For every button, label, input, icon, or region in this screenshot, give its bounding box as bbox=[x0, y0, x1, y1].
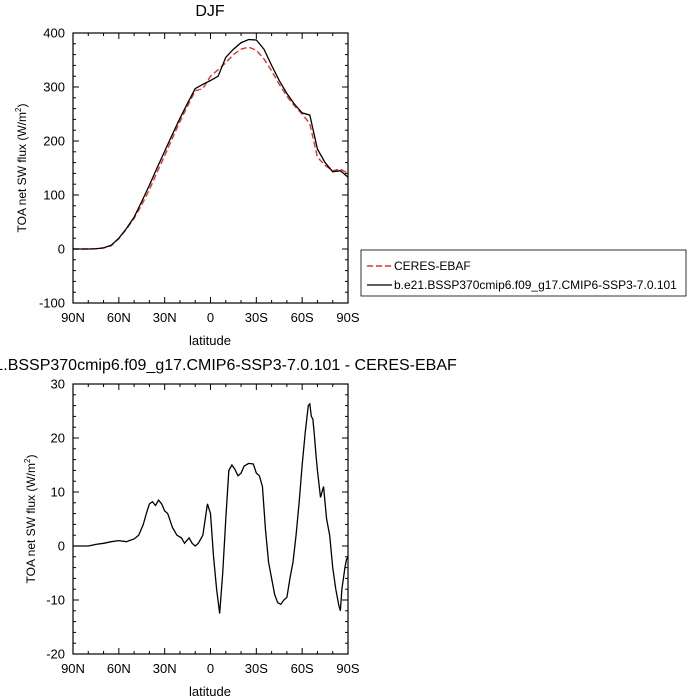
chart-top-frame bbox=[72, 32, 349, 304]
chart-top-ylabel-main: TOA net SW flux (W/m bbox=[15, 112, 29, 232]
chart-bottom-ytick-label: 20 bbox=[51, 431, 65, 446]
chart-top-series-line-1 bbox=[73, 38, 349, 250]
chart-top-xtick-label: 60N bbox=[107, 310, 131, 325]
chart-top-title: DJF bbox=[195, 3, 225, 20]
chart-bottom-ytick-label: 10 bbox=[51, 485, 65, 500]
chart-top: DJF 90N 60N 30N 0 30S 60S 90S -100 0 100 200 300 400… bbox=[14, 3, 360, 348]
chart-top-xtick-label: 30N bbox=[153, 310, 177, 325]
chart-top-xtick-label: 60S bbox=[291, 310, 314, 325]
chart-bottom-ylabel: TOA net SW flux (W/m2) bbox=[23, 455, 38, 584]
chart-top-series-line-0 bbox=[73, 46, 349, 250]
chart-top-xtick-label: 90N bbox=[61, 310, 85, 325]
legend-box bbox=[360, 249, 687, 297]
chart-bottom-xlabel: latitude bbox=[189, 684, 231, 699]
chart-bottom-xtick-label: 90N bbox=[61, 661, 85, 676]
chart-bottom-series-group bbox=[73, 402, 349, 614]
chart-bottom-xtick-label: 90S bbox=[336, 661, 359, 676]
chart-bottom-xtick-label: 60N bbox=[107, 661, 131, 676]
chart-bottom-xtick-label: 30S bbox=[245, 661, 268, 676]
chart-top-xtick-label: 0 bbox=[207, 310, 214, 325]
chart-top-xtick-label: 30S bbox=[245, 310, 268, 325]
chart-top-ylabel-sup: 2 bbox=[14, 107, 23, 112]
chart-top-ytick-label: 300 bbox=[43, 80, 65, 95]
chart-top-xtick-label: 90S bbox=[336, 310, 359, 325]
chart-top-series-group bbox=[73, 38, 349, 250]
chart-bottom-xtick-label: 30N bbox=[153, 661, 177, 676]
chart-bottom-title: b.e21.BSSP370cmip6.f09_g17.CMIP6-SSP3-7.… bbox=[0, 357, 457, 374]
chart-bottom-ytick-label: -10 bbox=[46, 593, 65, 608]
chart-bottom-ylabel-main: TOA net SW flux (W/m bbox=[24, 463, 38, 583]
legend: CERES-EBAF b.e21.BSSP370cmip6.f09_g17.CM… bbox=[360, 249, 687, 297]
chart-bottom-ylabel-sup: 2 bbox=[23, 458, 32, 463]
chart-top-gridless-area: 90N 60N 30N 0 30S 60S 90S -100 0 100 200 300 400 bbox=[39, 26, 360, 326]
chart-top-xlabel: latitude bbox=[189, 333, 231, 348]
chart-top-ylabel-tail: ) bbox=[15, 104, 29, 108]
chart-bottom: b.e21.BSSP370cmip6.f09_g17.CMIP6-SSP3-7.… bbox=[0, 357, 457, 699]
chart-bottom-ylabel-tail: ) bbox=[24, 455, 38, 459]
chart-top-ytick-label: 0 bbox=[58, 242, 65, 257]
chart-top-ticks: 90N 60N 30N 0 30S 60S 90S -100 0 100 200 300 400 bbox=[39, 26, 360, 326]
chart-top-ytick-label: -100 bbox=[39, 296, 65, 311]
chart-bottom-ytick-label: -20 bbox=[46, 647, 65, 662]
chart-top-ylabel: TOA net SW flux (W/m2) bbox=[14, 104, 29, 233]
legend-label-ceres: CERES-EBAF bbox=[394, 259, 471, 273]
chart-top-ytick-label: 100 bbox=[43, 188, 65, 203]
chart-bottom-ytick-label: 0 bbox=[58, 539, 65, 554]
legend-label-model: b.e21.BSSP370cmip6.f09_g17.CMIP6-SSP3-7.… bbox=[394, 278, 677, 292]
chart-bottom-ticks: 90N 60N 30N 0 30S 60S 90S -20 -10 0 10 20 30 bbox=[46, 377, 360, 677]
chart-bottom-xtick-label: 60S bbox=[291, 661, 314, 676]
chart-bottom-ytick-label: 30 bbox=[51, 377, 65, 392]
chart-top-ytick-label: 200 bbox=[43, 134, 65, 149]
chart-bottom-series-line-0 bbox=[73, 402, 349, 614]
chart-top-ytick-label: 400 bbox=[43, 26, 65, 41]
chart-bottom-xtick-label: 0 bbox=[207, 661, 214, 676]
